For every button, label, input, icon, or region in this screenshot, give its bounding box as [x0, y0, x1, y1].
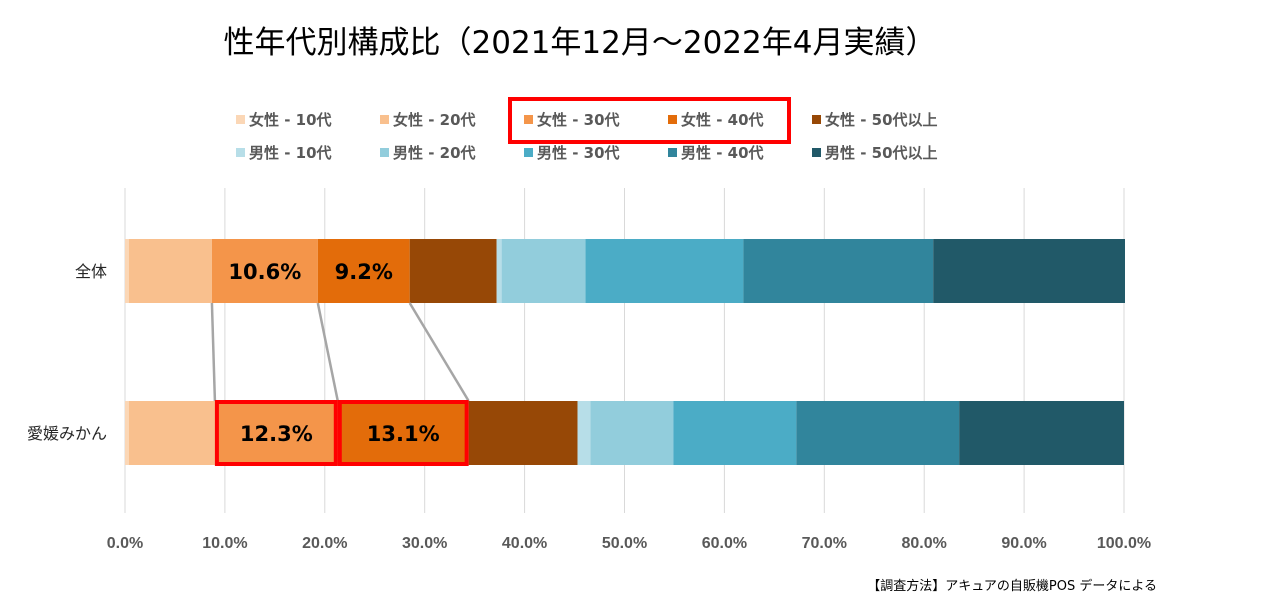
bar-segment — [128, 401, 215, 465]
legend: 女性 - 10代 女性 - 20代 女性 - 30代 女性 - 40代 女性 - 50代… — [236, 97, 938, 162]
x-tick-label: 30.0% — [402, 535, 447, 552]
x-tick-label: 20.0% — [302, 535, 347, 552]
bar-segment — [211, 239, 318, 303]
bar-segment — [125, 401, 129, 465]
connector-line — [210, 302, 217, 402]
legend-label: 女性 - 10代 — [249, 111, 332, 129]
source-note: 【調査方法】アキュアの自販機POS データによる — [867, 578, 1157, 594]
category-label: 全体 — [75, 262, 107, 281]
connector-line — [316, 302, 340, 402]
legend-swatch — [524, 148, 533, 157]
legend-swatch — [668, 115, 677, 124]
x-tick-label: 60.0% — [702, 535, 747, 552]
x-tick-label: 50.0% — [602, 535, 647, 552]
legend-label: 男性 - 40代 — [681, 144, 764, 162]
legend-swatch — [236, 148, 245, 157]
highlight-boxes — [214, 400, 469, 466]
highlight-box — [337, 400, 469, 466]
data-label: 9.2% — [335, 260, 393, 284]
legend-label: 女性 - 20代 — [393, 111, 476, 129]
legend-highlight-box — [508, 97, 791, 144]
x-tick-label: 80.0% — [902, 535, 947, 552]
legend-swatch — [380, 115, 389, 124]
data-label: 12.3% — [240, 422, 313, 446]
data-label: 10.6% — [228, 260, 301, 284]
bar-segment — [214, 401, 338, 465]
chart-title: 性年代別構成比（2021年12月～2022年4月実績） — [224, 25, 937, 61]
x-axis-tick-labels: 0.0% 10.0% 20.0% 30.0% 40.0% 50.0% 60.0% 70.0% 8… — [107, 535, 1151, 552]
legend-swatch — [380, 148, 389, 157]
x-tick-label: 40.0% — [502, 535, 547, 552]
bar-segment — [125, 239, 129, 303]
highlight-box — [214, 400, 338, 466]
bar-segment — [468, 401, 578, 465]
connector-lines — [210, 302, 470, 402]
bar-segment — [743, 239, 934, 303]
legend-swatch — [812, 115, 821, 124]
bar-segment — [959, 401, 1124, 465]
x-tick-label: 0.0% — [107, 535, 143, 552]
bar-segment — [590, 401, 674, 465]
bar-segment — [501, 239, 586, 303]
x-tick-label: 90.0% — [1001, 535, 1046, 552]
x-tick-label: 70.0% — [802, 535, 847, 552]
bar-segment — [796, 401, 960, 465]
category-label: 愛媛みかん — [27, 424, 107, 443]
legend-label: 男性 - 10代 — [249, 144, 332, 162]
legend-label: 男性 - 30代 — [537, 144, 620, 162]
legend-swatch — [524, 115, 533, 124]
legend-label: 女性 - 50代以上 — [825, 111, 938, 129]
legend-swatch — [812, 148, 821, 157]
legend-label: 男性 - 20代 — [393, 144, 476, 162]
bar-segment — [585, 239, 744, 303]
connector-line — [408, 302, 470, 402]
bar-segment — [673, 401, 797, 465]
legend-label: 女性 - 30代 — [537, 111, 620, 129]
x-tick-label: 100.0% — [1097, 535, 1151, 552]
legend-swatch — [236, 115, 245, 124]
legend-swatch — [668, 148, 677, 157]
legend-label: 男性 - 50代以上 — [825, 144, 938, 162]
data-labels: 10.6% 9.2% 12.3% 13.1% — [228, 260, 439, 446]
bar-segment — [409, 239, 497, 303]
bar-segment — [577, 401, 591, 465]
bar-segment — [496, 239, 502, 303]
bar-segment — [317, 239, 410, 303]
data-label: 13.1% — [367, 422, 440, 446]
bar-segment — [128, 239, 212, 303]
bar-segment — [337, 401, 469, 465]
bar-segment — [933, 239, 1125, 303]
x-tick-label: 10.0% — [202, 535, 247, 552]
bars — [125, 239, 1125, 465]
legend-label: 女性 - 40代 — [681, 111, 764, 129]
